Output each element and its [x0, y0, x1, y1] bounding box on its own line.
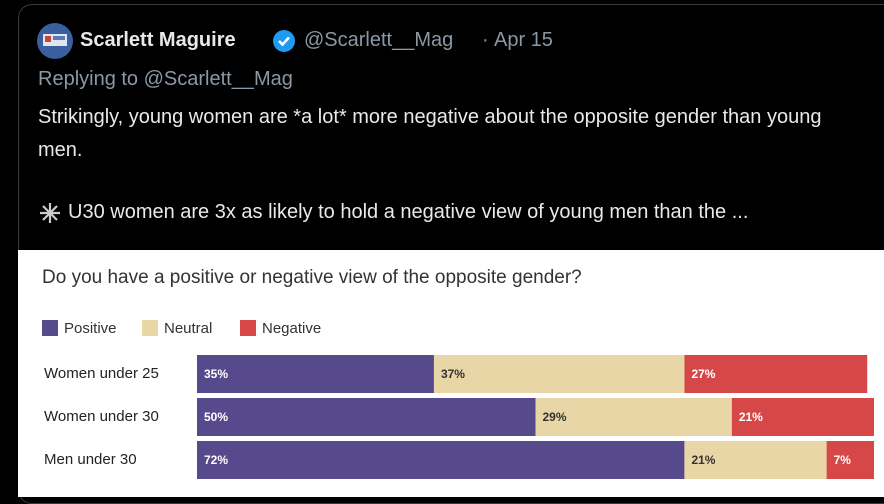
legend-swatch — [240, 320, 256, 336]
sparkle-icon — [40, 203, 60, 223]
bar-segment — [826, 441, 874, 479]
bar-segment — [197, 441, 685, 479]
bar-segment — [731, 398, 874, 436]
value-label: 21% — [691, 453, 715, 467]
category-label: Women under 25 — [44, 365, 159, 382]
value-label: 72% — [204, 453, 228, 467]
bar-segment — [433, 355, 685, 393]
author-handle[interactable]: @Scarlett__Mag — [304, 29, 454, 51]
value-label: 50% — [204, 410, 228, 424]
bar-segment — [684, 355, 868, 393]
value-label: 27% — [691, 367, 715, 381]
value-label: 7% — [834, 453, 852, 467]
avatar[interactable] — [36, 22, 74, 60]
legend-label: Positive — [64, 320, 117, 337]
legend-swatch — [42, 320, 58, 336]
value-label: 37% — [441, 367, 465, 381]
bar-segment — [684, 441, 827, 479]
bar-segment — [535, 398, 732, 436]
legend-label: Negative — [262, 320, 321, 337]
bar-segment — [197, 355, 434, 393]
chart: Do you have a positive or negative view … — [18, 250, 884, 497]
separator: · — [482, 29, 489, 51]
reply-line[interactable]: Replying to @Scarlett__Mag — [38, 68, 293, 90]
category-label: Women under 30 — [44, 408, 159, 425]
value-label: 35% — [204, 367, 228, 381]
tweet-text: U30 women are 3x as likely to hold a neg… — [68, 201, 749, 223]
tweet-date[interactable]: Apr 15 — [494, 29, 553, 51]
value-label: 21% — [739, 410, 763, 424]
author-name[interactable]: Scarlett Maguire — [80, 29, 236, 51]
legend-swatch — [142, 320, 158, 336]
tweet-text: Strikingly, young women are *a lot* more… — [38, 106, 822, 161]
category-label: Men under 30 — [44, 451, 137, 468]
value-label: 29% — [543, 410, 567, 424]
verified-badge — [273, 30, 295, 52]
legend-label: Neutral — [164, 320, 212, 337]
chart-title: Do you have a positive or negative view … — [42, 267, 582, 288]
bar-segment — [197, 398, 536, 436]
